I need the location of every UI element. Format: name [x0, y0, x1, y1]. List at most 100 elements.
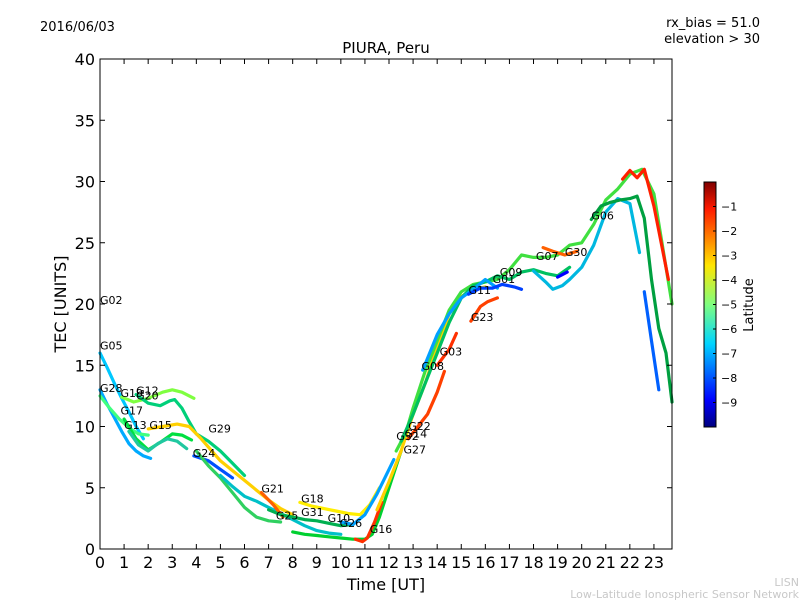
tec-series-14	[291, 449, 403, 541]
x-tick-label: 22	[620, 553, 640, 572]
satellite-label-g01: G01	[493, 273, 516, 286]
tec-series-16	[353, 500, 384, 544]
tec-series-22	[435, 331, 458, 367]
satellite-label-g15: G15	[149, 419, 172, 432]
x-tick-label: 11	[355, 553, 375, 572]
y-axis-label: TEC [UNITS]	[51, 256, 70, 354]
colorbar-ticks: −9 −8 −7 −6 −5 −4 −3 −2 −1	[713, 201, 737, 410]
y-tick-label: 30	[75, 173, 95, 192]
x-tick-label: 4	[191, 553, 201, 572]
satellite-label-g14: G14	[405, 428, 428, 441]
footer-lisn: LISN	[774, 576, 799, 589]
x-tick-label: 20	[572, 553, 592, 572]
tec-series-29	[620, 167, 671, 282]
tec-series-15	[339, 458, 396, 527]
satellite-label-g09: G09	[500, 266, 523, 279]
x-tick-label: 19	[547, 553, 567, 572]
y-tick-label: 5	[85, 479, 95, 498]
satellite-label-g02: G02	[100, 294, 123, 307]
satellite-label-g26: G26	[340, 517, 363, 530]
satellite-label-g10: G10	[328, 512, 351, 525]
x-tick-label: 18	[523, 553, 543, 572]
y-tick-label: 10	[75, 418, 95, 437]
chart-date: 2016/06/03	[40, 20, 115, 35]
y-tick-label: 35	[75, 111, 95, 130]
satellite-label-g23: G23	[471, 311, 494, 324]
satellite-label-g13: G13	[124, 419, 147, 432]
x-tick-label: 13	[403, 553, 423, 572]
axes: 0 1 2 3 4 5 6 7 8 9 10 11 12 13 14 15 16 17 18 19 20 21 22 2305…	[75, 50, 672, 572]
satellite-label-g21: G21	[261, 483, 284, 496]
satellite-label-g31: G31	[301, 506, 324, 519]
satellite-label-g24: G24	[193, 447, 216, 460]
x-tick-label: 5	[215, 553, 225, 572]
y-tick-label: 40	[75, 50, 95, 69]
colorbar-tick-label: −4	[721, 274, 737, 287]
tec-series-4	[134, 393, 247, 478]
x-tick-label: 7	[263, 553, 273, 572]
y-tick-label: 0	[85, 540, 95, 559]
x-tick-label: 3	[167, 553, 177, 572]
tec-series-24	[466, 282, 524, 296]
tec-series-27	[555, 270, 569, 279]
x-tick-label: 23	[644, 553, 664, 572]
x-tick-label: 9	[312, 553, 322, 572]
tec-series-19	[399, 265, 572, 443]
satellite-label-g19: G19	[120, 387, 143, 400]
satellite-label-g06: G06	[591, 209, 614, 222]
rx-bias-label: rx_bias = 51.0	[666, 16, 760, 31]
colorbar-tick-label: −3	[721, 250, 737, 263]
colorbar-label: Latitude	[742, 278, 757, 332]
satellite-label-g05: G05	[100, 339, 123, 352]
elevation-label: elevation > 30	[664, 32, 760, 47]
tec-series-9	[194, 449, 283, 524]
x-tick-label: 0	[95, 553, 105, 572]
tec-series-26	[541, 246, 579, 257]
x-tick-label: 17	[499, 553, 519, 572]
satellite-label-g08: G08	[422, 360, 445, 373]
x-tick-label: 10	[331, 553, 351, 572]
x-axis-label: Time [UT]	[346, 575, 425, 594]
tec-series-28	[589, 194, 674, 404]
x-tick-label: 6	[239, 553, 249, 572]
satellite-label-g32: G32	[396, 430, 419, 443]
satellite-label-g17: G17	[120, 404, 143, 417]
tec-series-20	[406, 369, 446, 441]
chart-title: PIURA, Peru	[342, 39, 429, 57]
y-tick-label: 15	[75, 356, 95, 375]
satellite-label-g18: G18	[301, 492, 324, 505]
y-tick-label: 20	[75, 295, 95, 314]
satellite-label-g03: G03	[440, 345, 463, 358]
tec-series-3	[120, 388, 196, 404]
satellite-label-g12: G12	[136, 385, 159, 398]
colorbar-tick-label: −5	[721, 299, 737, 312]
colorbar-tick-label: −1	[721, 201, 737, 214]
satellite-label-g25: G25	[276, 510, 299, 523]
tec-series-21	[421, 277, 499, 372]
tec-series-23	[469, 296, 499, 323]
data-series	[98, 167, 674, 544]
satellite-label-g22: G22	[408, 420, 431, 433]
footer-network: Low-Latitude Ionospheric Sensor Network	[570, 588, 799, 600]
satellite-label-g29: G29	[208, 423, 231, 436]
x-tick-label: 15	[451, 553, 471, 572]
x-tick-label: 16	[475, 553, 495, 572]
colorbar-tick-label: −9	[721, 397, 737, 410]
tec-series-2	[98, 394, 150, 437]
colorbar-tick-label: −2	[721, 225, 737, 238]
satellite-label-g27: G27	[403, 443, 426, 456]
x-tick-label: 21	[596, 553, 616, 572]
satellite-label-g20: G20	[136, 390, 159, 403]
colorbar-tick-label: −8	[721, 372, 737, 385]
y-tick-label: 25	[75, 234, 95, 253]
tec-series-6	[127, 429, 189, 453]
x-tick-label: 14	[427, 553, 447, 572]
satellite-label-g28: G28	[100, 382, 123, 395]
tec-series-12	[267, 508, 355, 528]
x-tick-label: 12	[379, 553, 399, 572]
satellite-label-g11: G11	[468, 284, 491, 297]
tec-series-18	[394, 167, 674, 453]
colorbar-tick-label: −7	[721, 348, 737, 361]
